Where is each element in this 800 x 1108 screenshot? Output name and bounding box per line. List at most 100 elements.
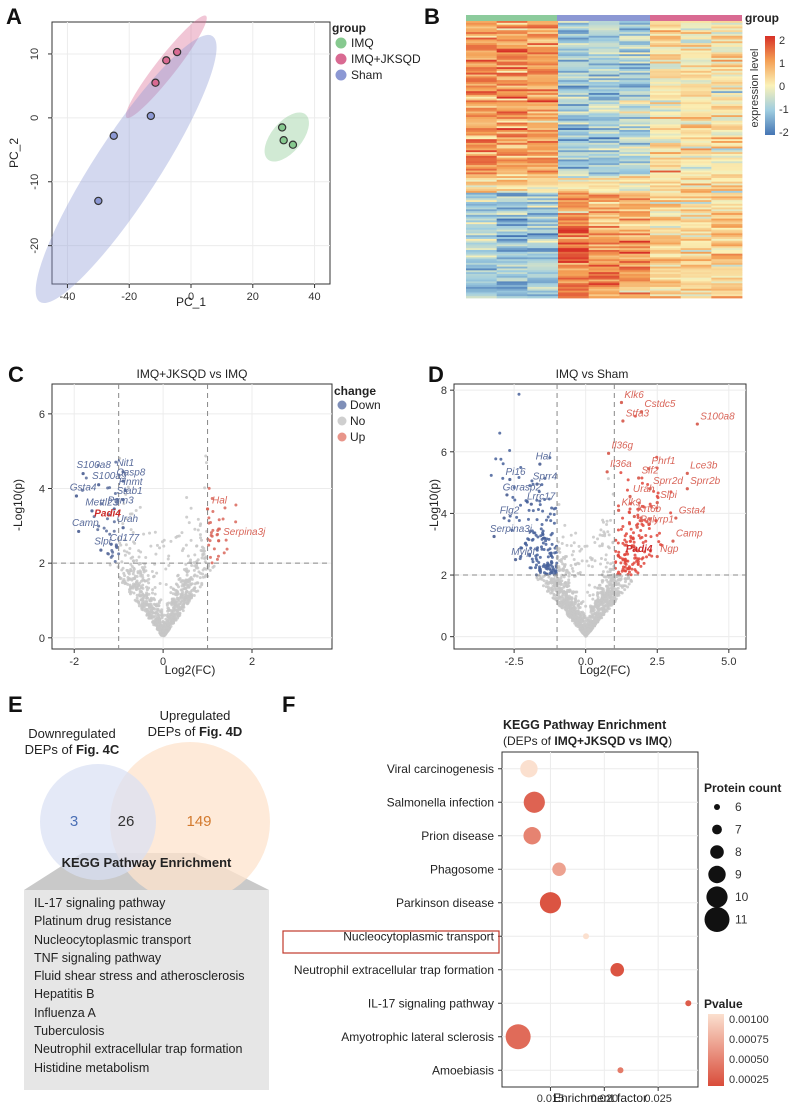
heatmap-cell [650, 166, 682, 170]
heatmap-cell [558, 244, 590, 247]
volD-point [593, 611, 597, 615]
heatmap-cell [466, 139, 498, 142]
volD-point [519, 466, 523, 470]
heatmap-cell [680, 189, 712, 192]
heatmap-cell [466, 272, 498, 275]
heatmap-cell [527, 296, 559, 299]
volC-point [166, 619, 170, 623]
heatmap-cell [680, 262, 712, 266]
heatmap-cell [588, 37, 620, 40]
volD-point [645, 520, 649, 524]
volD-point [629, 578, 633, 582]
volC-point [134, 581, 138, 585]
volC-point [122, 502, 126, 506]
volD-point [636, 515, 640, 519]
heatmap-cell [711, 166, 743, 170]
volD-point [515, 515, 519, 519]
heatmap-cell [711, 54, 743, 57]
heatmap-cell [680, 80, 712, 83]
heatmap-cell [558, 170, 590, 173]
heatmap-cell [496, 222, 528, 225]
volC-point [207, 516, 211, 520]
kegg-ticks: 0.015 0.020 0.025 [498, 768, 672, 1105]
heatmap-cell [619, 115, 651, 118]
volC-gene-label-up: Serpina3j [223, 527, 266, 538]
heatmap-cell [711, 76, 743, 79]
volD-point [545, 581, 549, 585]
heatmap-cell [650, 144, 682, 147]
heatmap-cell [558, 91, 590, 94]
volD-point [563, 607, 567, 611]
volD-point [585, 616, 589, 620]
heatmap-cell [527, 115, 559, 118]
volD-labelled-point [632, 514, 636, 519]
heatmap-cell [588, 183, 620, 186]
volD-point [571, 569, 575, 573]
heatmap-cell [496, 281, 528, 284]
heatmap-cell [619, 272, 651, 275]
heatmap-cell [680, 78, 712, 81]
volC-gene-label-down: Hnmt [119, 477, 144, 488]
volD-point [552, 577, 556, 581]
volC-point [185, 602, 189, 606]
heatmap-cell [619, 285, 651, 288]
heatmap-cell [711, 148, 743, 151]
volD-point [625, 488, 629, 492]
volC-point [204, 454, 208, 458]
heatmap-cell [466, 183, 498, 186]
heatmap-cell [558, 273, 590, 277]
heatmap-cell [558, 166, 590, 170]
heatmap-cell [466, 118, 498, 122]
volD-point [629, 502, 633, 506]
volC-gene-label-down: Slpi [94, 536, 111, 547]
heatmap-cell [466, 170, 498, 173]
heatmap-cell [466, 39, 498, 42]
kegg-box-title: KEGG Pathway Enrichment [61, 855, 232, 870]
heatmap-cell [680, 163, 712, 166]
heatmap-cell [527, 262, 559, 266]
heatmap-cell [619, 35, 651, 39]
heatmap-cell [680, 207, 712, 210]
volD-point [654, 518, 658, 522]
volD-tick-label-x: 2.5 [650, 656, 665, 668]
heatmap-cell [711, 194, 743, 197]
heatmap-cell [711, 233, 743, 236]
heatmap-cell [496, 120, 528, 123]
heatmap-cell [466, 235, 498, 238]
volD-point [592, 608, 596, 612]
heatmap-cell [650, 131, 682, 135]
volD-gene-label-up: Camp [676, 529, 703, 540]
heatmap-cell [619, 113, 651, 116]
volD-point [617, 550, 621, 554]
heatmap-cell [496, 67, 528, 70]
volC-point [150, 570, 154, 574]
volD-point [634, 569, 638, 573]
heatmap-cell [558, 52, 590, 55]
heatmap-cell [680, 231, 712, 234]
volD-point [607, 587, 611, 591]
volC-labelled-point [121, 470, 125, 474]
heatmap-cell [558, 231, 590, 234]
size-legend-dot [714, 804, 720, 810]
heatmap-cell [496, 253, 528, 256]
volC-gene-label-down: Mettl23 [85, 497, 118, 508]
volC-point [217, 518, 221, 522]
heatmap-cell [650, 124, 682, 127]
heatmap-cell [527, 270, 559, 273]
heatmap-cell [680, 174, 712, 177]
heatmap-cell [650, 128, 682, 131]
volC-labelled-point [112, 507, 116, 511]
heatmap-cell [558, 209, 590, 212]
heatmap-cell [496, 209, 528, 212]
heatmap-cell [466, 98, 498, 101]
heatmap-cell [619, 135, 651, 138]
volD-point [620, 574, 624, 578]
heatmap-cell [619, 257, 651, 260]
volC-point [212, 564, 216, 568]
heatmap-cell [619, 102, 651, 105]
heatmap-cell [711, 179, 743, 183]
volC-point [163, 620, 167, 624]
heatmap-cell [619, 181, 651, 184]
volcano-c-thresholds [52, 384, 332, 649]
volD-point [561, 591, 565, 594]
